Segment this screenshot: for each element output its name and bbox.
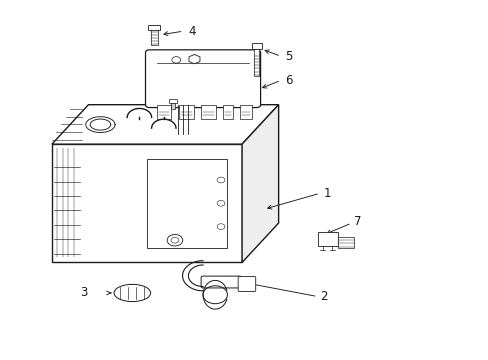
Polygon shape: [242, 105, 278, 262]
Polygon shape: [52, 144, 242, 262]
FancyBboxPatch shape: [201, 276, 241, 288]
FancyBboxPatch shape: [145, 50, 260, 108]
Bar: [251, 43, 261, 49]
Bar: [337, 237, 353, 248]
Text: 7: 7: [353, 215, 361, 228]
Bar: [147, 159, 226, 248]
Bar: [151, 31, 158, 45]
Text: 2: 2: [320, 290, 327, 303]
Bar: [239, 105, 251, 119]
Bar: [178, 105, 194, 119]
Ellipse shape: [114, 284, 150, 302]
Polygon shape: [52, 105, 278, 144]
Polygon shape: [188, 54, 200, 64]
FancyBboxPatch shape: [238, 276, 255, 292]
Bar: [317, 232, 337, 246]
Bar: [157, 105, 171, 119]
Bar: [169, 99, 177, 103]
Text: 6: 6: [285, 74, 292, 87]
Bar: [148, 26, 160, 31]
Text: 4: 4: [188, 25, 196, 38]
Bar: [222, 105, 233, 119]
Text: 5: 5: [285, 50, 292, 63]
Bar: [171, 103, 175, 109]
Bar: [254, 49, 259, 76]
Text: 1: 1: [324, 187, 331, 200]
Text: 3: 3: [80, 287, 87, 300]
Bar: [200, 105, 216, 119]
